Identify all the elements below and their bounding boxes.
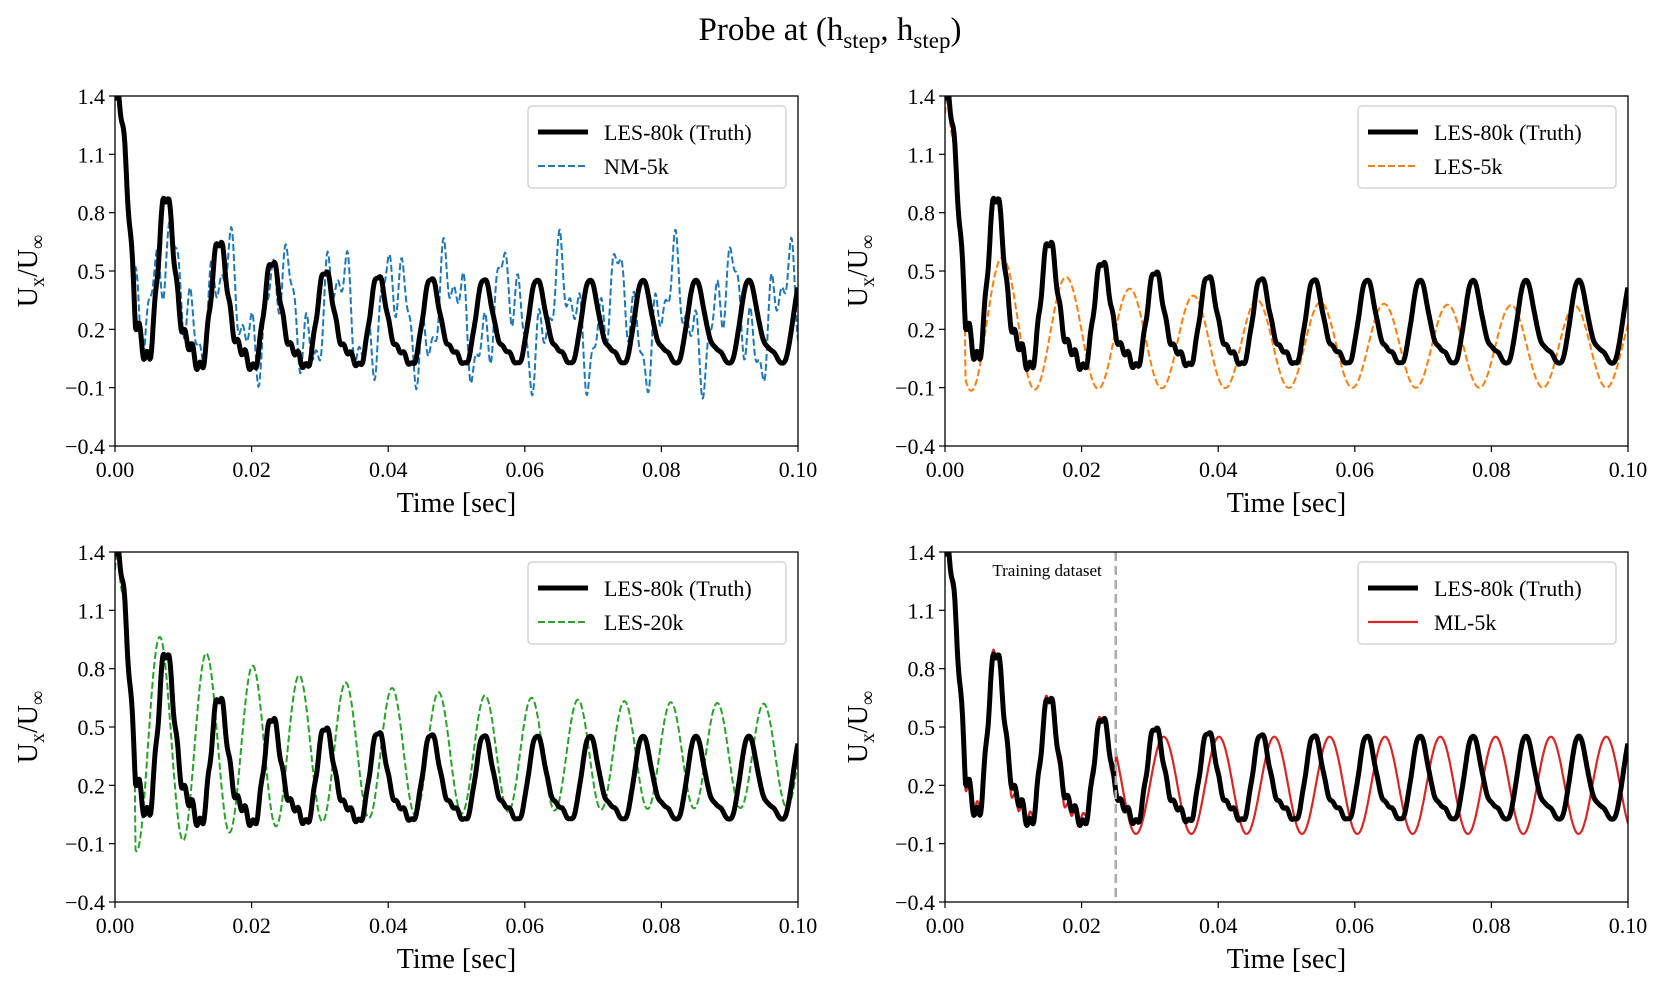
chart-panel-bottom-left: 0.00 0.02 0.04 0.06 0.08 0.10 −0.4 −0.1 0.2 0.5 0.…	[13, 540, 818, 975]
series-line-nm-5k	[115, 96, 798, 400]
y-tick-label: 1.4	[908, 84, 936, 109]
y-tick-label: −0.4	[65, 890, 105, 915]
x-tick-label: 0.08	[642, 457, 681, 482]
y-tick-label: 0.5	[908, 715, 936, 740]
y-tick-label: 1.1	[908, 598, 936, 623]
x-tick-label: 0.10	[1609, 457, 1648, 482]
legend-label: LES-80k (Truth)	[604, 576, 752, 601]
y-tick-label: 0.8	[908, 201, 936, 226]
legend-label: NM-5k	[604, 154, 669, 179]
figure-title: Probe at (hstep, hstep)	[699, 12, 962, 53]
legend-label: LES-20k	[604, 610, 683, 635]
y-tick-label: 1.4	[78, 540, 106, 565]
y-tick-label: 0.2	[78, 773, 106, 798]
series-line-les-80k-truth-	[945, 96, 1628, 372]
series-line-les-80k-truth-	[945, 552, 1628, 828]
x-tick-label: 0.00	[926, 457, 965, 482]
y-tick-label: 0.5	[908, 259, 936, 284]
y-tick-label: 0.5	[78, 715, 106, 740]
series-line-les-20k	[115, 552, 798, 853]
series-line-les-80k-truth-	[115, 96, 798, 372]
x-tick-label: 0.06	[506, 457, 545, 482]
x-tick-label: 0.00	[96, 457, 135, 482]
chart-panel-top-left: 0.00 0.02 0.04 0.06 0.08 0.10 −0.4 −0.1 0.2 0.5 0.…	[13, 84, 818, 519]
y-tick-label: −0.4	[895, 890, 935, 915]
y-tick-label: −0.4	[65, 434, 105, 459]
y-tick-label: 0.8	[908, 657, 936, 682]
x-tick-label: 0.02	[1062, 913, 1101, 938]
x-axis-label: Time [sec]	[397, 944, 517, 975]
y-tick-label: −0.1	[895, 376, 935, 401]
y-tick-label: 1.1	[78, 598, 106, 623]
legend-box	[1357, 561, 1617, 645]
x-tick-label: 0.02	[232, 457, 271, 482]
x-tick-label: 0.08	[1472, 913, 1511, 938]
x-tick-label: 0.08	[642, 913, 681, 938]
y-tick-label: 0.8	[78, 657, 106, 682]
legend-label: LES-5k	[1434, 154, 1502, 179]
x-tick-label: 0.06	[1336, 913, 1375, 938]
y-tick-label: 0.2	[908, 317, 936, 342]
y-tick-label: −0.4	[895, 434, 935, 459]
y-tick-label: 1.4	[78, 84, 106, 109]
x-axis-label: Time [sec]	[1227, 488, 1347, 519]
y-tick-label: 0.2	[908, 773, 936, 798]
y-tick-label: 0.8	[78, 201, 106, 226]
y-axis-label: Ux/U∞	[843, 691, 879, 764]
x-tick-label: 0.00	[926, 913, 965, 938]
y-tick-label: 0.5	[78, 259, 106, 284]
x-axis-label: Time [sec]	[1227, 944, 1347, 975]
x-tick-label: 0.02	[232, 913, 271, 938]
y-tick-label: 1.4	[908, 540, 936, 565]
training-dataset-label: Training dataset	[992, 561, 1102, 580]
x-tick-label: 0.10	[779, 457, 818, 482]
x-tick-label: 0.06	[1336, 457, 1375, 482]
y-axis-label: Ux/U∞	[843, 235, 879, 308]
x-tick-label: 0.08	[1472, 457, 1511, 482]
y-tick-label: 1.1	[908, 142, 936, 167]
x-tick-label: 0.10	[779, 913, 818, 938]
series-line-les-80k-truth-	[115, 552, 798, 828]
x-tick-label: 0.00	[96, 913, 135, 938]
x-axis-label: Time [sec]	[397, 488, 517, 519]
y-axis-label: Ux/U∞	[13, 235, 49, 308]
legend-label: ML-5k	[1434, 610, 1496, 635]
x-tick-label: 0.04	[1199, 913, 1238, 938]
legend-label: LES-80k (Truth)	[1434, 576, 1582, 601]
y-tick-label: 0.2	[78, 317, 106, 342]
legend-box	[527, 561, 787, 645]
chart-panel-bottom-right: Training dataset 0.00 0.02 0.04 0.06 0.08 0.10…	[843, 540, 1648, 975]
x-tick-label: 0.04	[1199, 457, 1238, 482]
y-tick-label: −0.1	[895, 832, 935, 857]
y-tick-label: 1.1	[78, 142, 106, 167]
x-tick-label: 0.10	[1609, 913, 1648, 938]
legend-box	[527, 105, 787, 189]
legend-label: LES-80k (Truth)	[1434, 120, 1582, 145]
y-axis-label: Ux/U∞	[13, 691, 49, 764]
x-tick-label: 0.02	[1062, 457, 1101, 482]
y-tick-label: −0.1	[65, 832, 105, 857]
x-tick-label: 0.06	[506, 913, 545, 938]
legend-label: LES-80k (Truth)	[604, 120, 752, 145]
chart-panel-top-right: 0.00 0.02 0.04 0.06 0.08 0.10 −0.4 −0.1 0.2 0.5 0.…	[843, 84, 1648, 519]
x-tick-label: 0.04	[369, 457, 408, 482]
y-tick-label: −0.1	[65, 376, 105, 401]
legend-box	[1357, 105, 1617, 189]
x-tick-label: 0.04	[369, 913, 408, 938]
